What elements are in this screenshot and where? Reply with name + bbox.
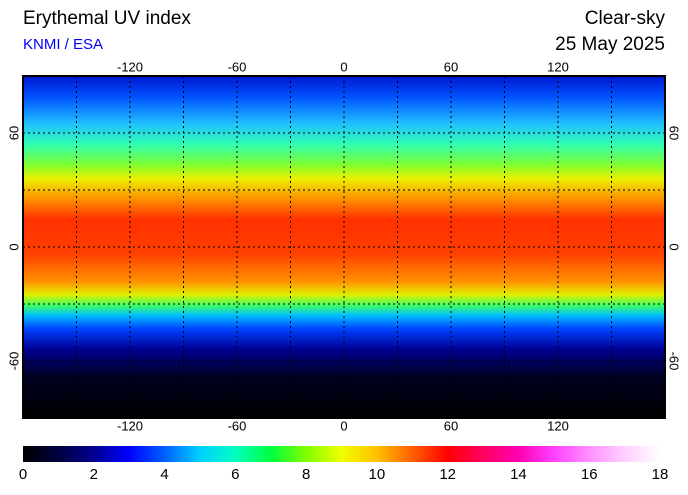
colorbar-tick-label: 2 [90,466,98,483]
lon-tick-label: -120 [117,418,143,433]
lon-tick-label: -60 [228,418,247,433]
date: 25 May 2025 [555,34,665,55]
colorbar-tick-label: 16 [581,466,598,483]
colorbar-tick-label: 12 [439,466,456,483]
colorbar-tick-label: 18 [652,466,669,483]
lon-tick-label: 120 [547,59,569,74]
condition: Clear-sky [585,8,666,29]
lon-tick-label: 60 [444,418,458,433]
map-frame [22,75,666,419]
lon-tick-label: -120 [117,59,143,74]
colorbar [23,446,660,462]
colorbar-tick-label: 0 [19,466,27,483]
lon-tick-label: 120 [547,418,569,433]
colorbar-tick-label: 8 [302,466,310,483]
colorbar-tick-label: 14 [510,466,527,483]
lat-tick-label: 60 [6,126,21,140]
lat-tick-label: 60 [667,126,682,140]
source: KNMI / ESA [23,36,103,53]
lat-tick-label: -60 [6,352,21,371]
lon-tick-label: 0 [340,59,347,74]
colorbar-tick-label: 10 [369,466,386,483]
colorbar-tick-label: 6 [231,466,239,483]
lon-tick-label: -60 [228,59,247,74]
lon-tick-label: 0 [340,418,347,433]
lat-tick-label: -60 [667,352,682,371]
lat-tick-label: 0 [6,243,21,250]
colorbar-tick-label: 4 [160,466,168,483]
title: Erythemal UV index [23,8,191,29]
lon-tick-label: 60 [444,59,458,74]
lat-tick-label: 0 [667,243,682,250]
